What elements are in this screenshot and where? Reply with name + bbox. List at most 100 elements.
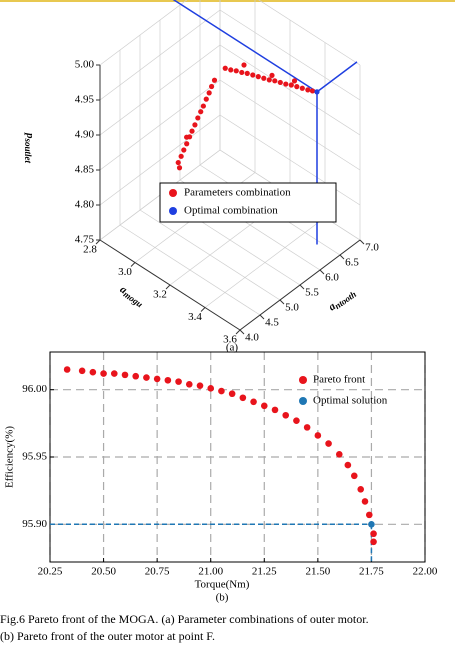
data-point <box>178 153 184 159</box>
tick-mark <box>339 254 345 260</box>
axis-label-sub: ntooth <box>333 289 358 311</box>
tick-mark <box>259 314 265 320</box>
tick-mark <box>130 262 136 267</box>
axis-label-main: p <box>24 132 36 139</box>
axis-label-main: a <box>326 300 338 313</box>
data-point <box>198 109 204 115</box>
x-tick-label: 20.25 <box>38 566 63 578</box>
data-point <box>63 366 71 373</box>
legend-marker <box>299 376 307 384</box>
z-tick-label: 5.00 <box>75 59 95 71</box>
data-point <box>335 451 343 458</box>
data-point <box>207 385 215 392</box>
y-tick-label: 5.5 <box>305 287 319 299</box>
data-point <box>370 530 377 538</box>
data-point <box>299 85 305 91</box>
data-point <box>365 511 373 519</box>
caption-line: (b) Pareto front of the outer motor at p… <box>0 629 215 643</box>
data-point <box>233 68 239 74</box>
data-point <box>228 67 234 73</box>
data-point <box>244 70 250 76</box>
data-point <box>175 159 181 166</box>
data-point <box>200 103 206 109</box>
z-tick-label: 4.90 <box>75 129 95 141</box>
z-tick-label: 4.80 <box>75 199 95 211</box>
x-tick-label: 20.75 <box>145 566 170 578</box>
y-axis-label: Efficiency(%) <box>4 426 16 488</box>
data-point <box>121 371 129 379</box>
x-tick-label: 3.6 <box>223 334 237 346</box>
grid-line <box>99 79 221 171</box>
data-point <box>261 75 267 81</box>
grid-line <box>99 9 221 101</box>
data-point <box>282 411 290 419</box>
x-tick-label: 21.75 <box>359 566 384 578</box>
grid-line <box>219 79 361 171</box>
data-point <box>370 538 377 546</box>
data-point <box>203 96 209 102</box>
data-point <box>89 368 97 376</box>
tick-mark <box>279 299 285 305</box>
data-point <box>184 134 190 140</box>
z-tick-label: 4.85 <box>75 164 95 176</box>
tick-mark <box>299 284 305 290</box>
data-point <box>293 417 300 424</box>
z-axis-label: psoutlet <box>23 132 37 164</box>
grid-line <box>119 224 261 316</box>
y-tick-label: 96.00 <box>22 383 47 395</box>
y-axis-label: antooth <box>326 286 358 314</box>
data-point <box>305 87 311 93</box>
x-tick-label: 20.50 <box>91 566 116 578</box>
data-point <box>153 375 161 383</box>
data-point <box>218 387 225 395</box>
y-tick-label: 4.0 <box>245 332 259 344</box>
tick-mark <box>200 307 206 312</box>
data-point <box>291 78 298 84</box>
data-point <box>250 72 256 78</box>
x-tick-label: 21.50 <box>305 566 330 578</box>
grid-line <box>99 114 221 206</box>
grid-line <box>219 114 361 206</box>
data-point <box>260 402 268 410</box>
data-point <box>228 390 236 398</box>
data-point <box>357 486 365 493</box>
x-tick-label: 2.8 <box>83 244 97 256</box>
data-point <box>271 406 279 414</box>
data-point <box>241 62 247 68</box>
data-point <box>192 122 198 128</box>
data-point <box>325 440 332 447</box>
tick-mark <box>165 284 171 290</box>
x-tick-label: 3.4 <box>188 311 202 323</box>
data-point <box>239 394 247 402</box>
tick-mark <box>95 239 101 245</box>
data-point <box>314 89 320 95</box>
grid-line <box>139 209 281 301</box>
data-point <box>314 432 322 439</box>
data-point <box>266 77 272 83</box>
x-tick-label: 21.00 <box>198 566 223 578</box>
legend-label: Pareto front <box>313 374 365 386</box>
data-point <box>294 84 300 90</box>
data-point <box>181 147 187 153</box>
data-point <box>239 69 245 76</box>
x-tick-label: 3.0 <box>118 266 132 278</box>
y-tick-label: 5.0 <box>285 302 299 314</box>
axis-label-sub: soutlet <box>23 137 33 163</box>
y-tick-label: 7.0 <box>365 242 379 254</box>
grid-line <box>99 0 188 66</box>
y-tick-label: 95.95 <box>22 451 47 463</box>
data-point <box>209 83 215 90</box>
x-tick-label: 3.2 <box>153 289 167 301</box>
data-point <box>309 88 316 94</box>
x-tick-label: 21.25 <box>252 566 277 578</box>
data-point <box>255 74 261 80</box>
legend-label: Parameters combination <box>184 187 291 199</box>
x-tick-label: 22.00 <box>413 566 438 578</box>
legend-label: Optimal combination <box>184 205 278 217</box>
legend-box <box>159 182 337 223</box>
data-point <box>100 370 107 377</box>
data-point <box>195 115 201 121</box>
data-point <box>250 398 257 406</box>
data-point <box>368 521 375 528</box>
